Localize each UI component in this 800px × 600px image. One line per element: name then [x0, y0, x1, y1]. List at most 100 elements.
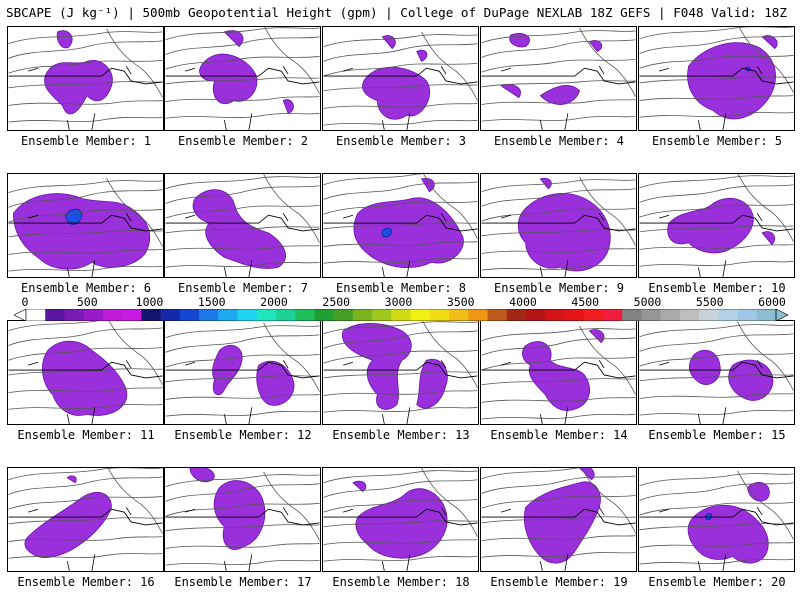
member-label: Ensemble Member: 18: [332, 575, 470, 589]
map-member-15: [639, 321, 794, 424]
height-contour: [481, 328, 636, 341]
colorbar-swatch: [564, 309, 585, 321]
height-contour: [165, 176, 320, 190]
height-contour: [639, 542, 794, 548]
height-contour: [8, 552, 163, 559]
colorbar-swatch: [122, 309, 142, 321]
colorbar-swatch: [83, 309, 104, 321]
member-label: Ensemble Member: 2: [177, 134, 309, 148]
coast-line: [28, 213, 132, 277]
colorbar-label: 2500: [322, 295, 351, 309]
height-contour: [165, 27, 320, 41]
height-contour: [481, 248, 636, 254]
height-contour: [323, 539, 478, 545]
cape-area: [588, 329, 605, 344]
height-contour: [481, 58, 636, 73]
height-contour: [481, 535, 636, 541]
height-contour: [481, 188, 636, 207]
height-contour: [323, 499, 478, 513]
height-contour: [323, 84, 478, 92]
colorbar-swatch: [333, 309, 354, 321]
height-contour: [737, 470, 794, 540]
colorbar-swatch: [622, 309, 642, 321]
cape-area: [352, 480, 367, 493]
height-contour: [8, 496, 163, 510]
border-line: [639, 361, 794, 379]
colorbar-label: 1500: [197, 295, 226, 309]
height-contour: [165, 410, 320, 417]
height-contour: [8, 116, 163, 123]
height-contour: [323, 103, 478, 109]
cape-area: [381, 35, 396, 50]
coast-line: [343, 66, 447, 130]
coast-line: [501, 360, 605, 424]
member-label: Ensemble Member: 12: [174, 428, 312, 442]
height-contour: [738, 27, 794, 93]
height-contour: [8, 517, 163, 525]
height-contour: [106, 28, 163, 98]
height-contour: [639, 523, 794, 531]
colorbar-swatch: [314, 309, 335, 321]
height-contour: [639, 55, 794, 69]
colorbar-swatch: [679, 309, 700, 321]
member-label: Ensemble Member: 16: [17, 575, 155, 589]
cape-high-area: [381, 227, 392, 238]
colorbar-swatch: [199, 309, 219, 321]
member-label: Ensemble Member: 19: [490, 575, 628, 589]
border-line: [481, 508, 636, 526]
cape-area: [56, 30, 73, 49]
map-panel-member-3: [322, 26, 479, 131]
coast-line: [659, 213, 763, 277]
cape-area: [24, 491, 112, 558]
border-line: [8, 67, 163, 85]
map-member-13: [323, 321, 478, 424]
colorbar-label: 0: [21, 295, 29, 309]
colorbar-label: 1000: [135, 295, 164, 309]
cape-area: [416, 49, 428, 62]
colorbar-swatch: [218, 309, 239, 321]
cape-area: [341, 323, 412, 410]
colorbar-label: 5500: [695, 295, 724, 309]
height-contour: [639, 27, 794, 40]
border-line: [323, 67, 478, 85]
map-panel-member-6: [7, 173, 164, 278]
coast-line: [28, 360, 132, 424]
height-contour: [263, 471, 320, 541]
height-contour: [481, 337, 636, 356]
map-panel-member-17: [164, 467, 321, 572]
height-contour: [323, 555, 478, 562]
height-contour: [323, 257, 478, 264]
height-contour: [481, 413, 636, 420]
height-contour: [421, 468, 478, 537]
border-line: [639, 67, 794, 85]
border-line: [481, 67, 636, 85]
height-contour: [481, 99, 636, 105]
member-label: Ensemble Member: 13: [332, 428, 470, 442]
cape-area: [353, 197, 464, 268]
cape-area: [13, 193, 151, 270]
cape-area: [199, 53, 258, 105]
height-contour: [639, 225, 794, 233]
cape-area: [522, 341, 590, 411]
map-member-1: [8, 28, 163, 130]
height-contour: [481, 264, 636, 271]
map-panel-member-12: [164, 320, 321, 425]
member-label: Ensemble Member: 3: [335, 134, 467, 148]
colorbar-swatch: [487, 309, 508, 321]
height-contour: [481, 30, 636, 44]
height-contour: [639, 374, 794, 382]
border-line: [165, 361, 320, 379]
border-line: [481, 361, 636, 379]
colorbar-label: 6000: [758, 295, 786, 309]
map-member-16: [8, 468, 163, 571]
height-contour: [165, 325, 320, 339]
member-label: Ensemble Member: 15: [648, 428, 786, 442]
height-contour: [8, 100, 163, 106]
height-contour: [639, 95, 794, 101]
cape-area: [761, 35, 778, 50]
height-contour: [481, 397, 636, 403]
colorbar-label: 3000: [384, 295, 413, 309]
map-panel-member-20: [638, 467, 795, 572]
colorbar-swatch: [699, 309, 719, 321]
height-contour: [165, 559, 320, 566]
